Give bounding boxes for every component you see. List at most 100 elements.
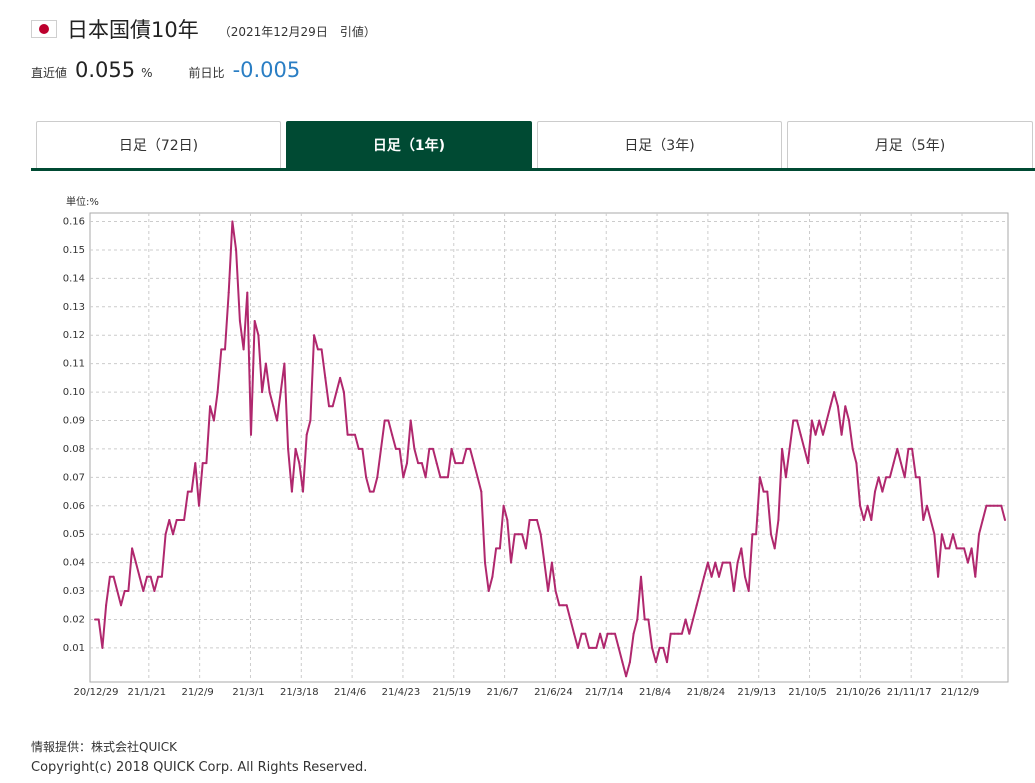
data-point xyxy=(536,519,538,521)
data-point xyxy=(153,590,156,592)
data-point xyxy=(149,575,152,578)
x-tick-label: 21/2/9 xyxy=(182,687,214,698)
tab-daily-1y[interactable]: 日足（1年) xyxy=(286,121,532,168)
data-point xyxy=(944,547,947,550)
y-tick-label: 0.16 xyxy=(63,217,85,228)
data-point xyxy=(955,547,958,550)
data-point xyxy=(677,632,680,635)
x-tick-label: 20/12/29 xyxy=(74,687,119,698)
data-point xyxy=(810,419,813,422)
data-point xyxy=(365,476,368,479)
data-point xyxy=(602,646,605,649)
data-point xyxy=(261,391,264,394)
data-point xyxy=(669,632,672,635)
data-point xyxy=(673,632,676,635)
data-point xyxy=(903,476,906,479)
data-point xyxy=(112,575,115,578)
data-point xyxy=(264,362,267,365)
data-point xyxy=(565,604,568,607)
data-point xyxy=(970,547,973,550)
data-point xyxy=(922,519,925,521)
data-point xyxy=(216,391,219,394)
data-point xyxy=(929,519,932,521)
data-point xyxy=(989,504,992,507)
data-point xyxy=(290,490,293,493)
data-point xyxy=(651,646,654,649)
data-provider: 情報提供：株式会社QUICK xyxy=(31,740,178,754)
data-point xyxy=(918,476,921,479)
data-point xyxy=(212,419,215,422)
data-point xyxy=(435,462,438,465)
data-point xyxy=(316,348,319,351)
tab-daily-3y[interactable]: 日足（3年) xyxy=(537,121,782,168)
data-point xyxy=(146,575,148,578)
data-point xyxy=(97,618,100,621)
change-label: 前日比 xyxy=(188,66,225,80)
metrics: 直近値 0.055 % 前日比 -0.005 xyxy=(31,58,300,82)
data-point xyxy=(528,519,531,521)
data-point xyxy=(784,476,787,479)
tab-monthly-5y[interactable]: 月足（5年) xyxy=(787,121,1033,168)
data-point xyxy=(1004,519,1006,521)
data-point xyxy=(368,490,371,493)
data-point xyxy=(851,447,854,450)
data-point xyxy=(439,476,442,479)
data-point xyxy=(198,504,200,507)
data-point xyxy=(521,533,524,536)
data-point xyxy=(517,533,520,536)
data-point xyxy=(476,476,479,479)
data-point xyxy=(814,433,817,436)
data-point xyxy=(803,447,806,450)
data-point xyxy=(450,447,453,450)
data-point xyxy=(138,575,141,578)
data-point xyxy=(105,604,108,607)
data-point xyxy=(506,519,509,521)
data-point xyxy=(766,490,769,493)
y-tick-label: 0.04 xyxy=(63,558,85,569)
data-point xyxy=(298,462,301,465)
data-point xyxy=(454,462,457,465)
data-point xyxy=(253,320,256,322)
data-point xyxy=(446,476,449,479)
data-point xyxy=(926,504,928,507)
data-point xyxy=(870,519,873,521)
data-point xyxy=(157,575,160,578)
data-point xyxy=(335,391,338,394)
data-point xyxy=(272,405,275,408)
data-point xyxy=(331,405,334,408)
data-point xyxy=(751,533,754,536)
y-tick-label: 0.06 xyxy=(63,501,85,512)
data-point xyxy=(294,447,297,450)
data-point xyxy=(186,490,189,493)
data-point xyxy=(175,519,178,521)
data-point xyxy=(829,405,832,408)
y-tick-label: 0.01 xyxy=(63,643,85,654)
data-point xyxy=(532,519,535,521)
data-point xyxy=(194,462,197,465)
data-point xyxy=(108,575,111,578)
page-title: 日本国債10年 xyxy=(67,18,199,42)
data-point xyxy=(231,220,234,223)
data-point xyxy=(718,575,720,578)
data-point xyxy=(469,447,472,450)
data-point xyxy=(209,405,212,408)
data-point xyxy=(502,504,505,507)
y-tick-label: 0.08 xyxy=(63,444,85,455)
tab-daily-72d[interactable]: 日足（72日) xyxy=(36,121,281,168)
data-point xyxy=(168,519,171,521)
header: 日本国債10年 （2021年12月29日 引値） xyxy=(31,14,376,44)
data-point xyxy=(911,447,914,450)
data-point xyxy=(985,504,988,507)
data-point xyxy=(524,547,527,550)
data-point xyxy=(900,462,902,465)
data-point xyxy=(428,447,431,450)
data-point xyxy=(420,462,423,465)
data-point xyxy=(844,405,847,408)
data-point xyxy=(172,533,174,536)
data-point xyxy=(792,419,795,422)
y-tick-label: 0.05 xyxy=(63,529,85,540)
data-point xyxy=(706,561,709,564)
data-point xyxy=(996,504,999,507)
data-point xyxy=(632,632,635,635)
data-point xyxy=(640,575,642,578)
